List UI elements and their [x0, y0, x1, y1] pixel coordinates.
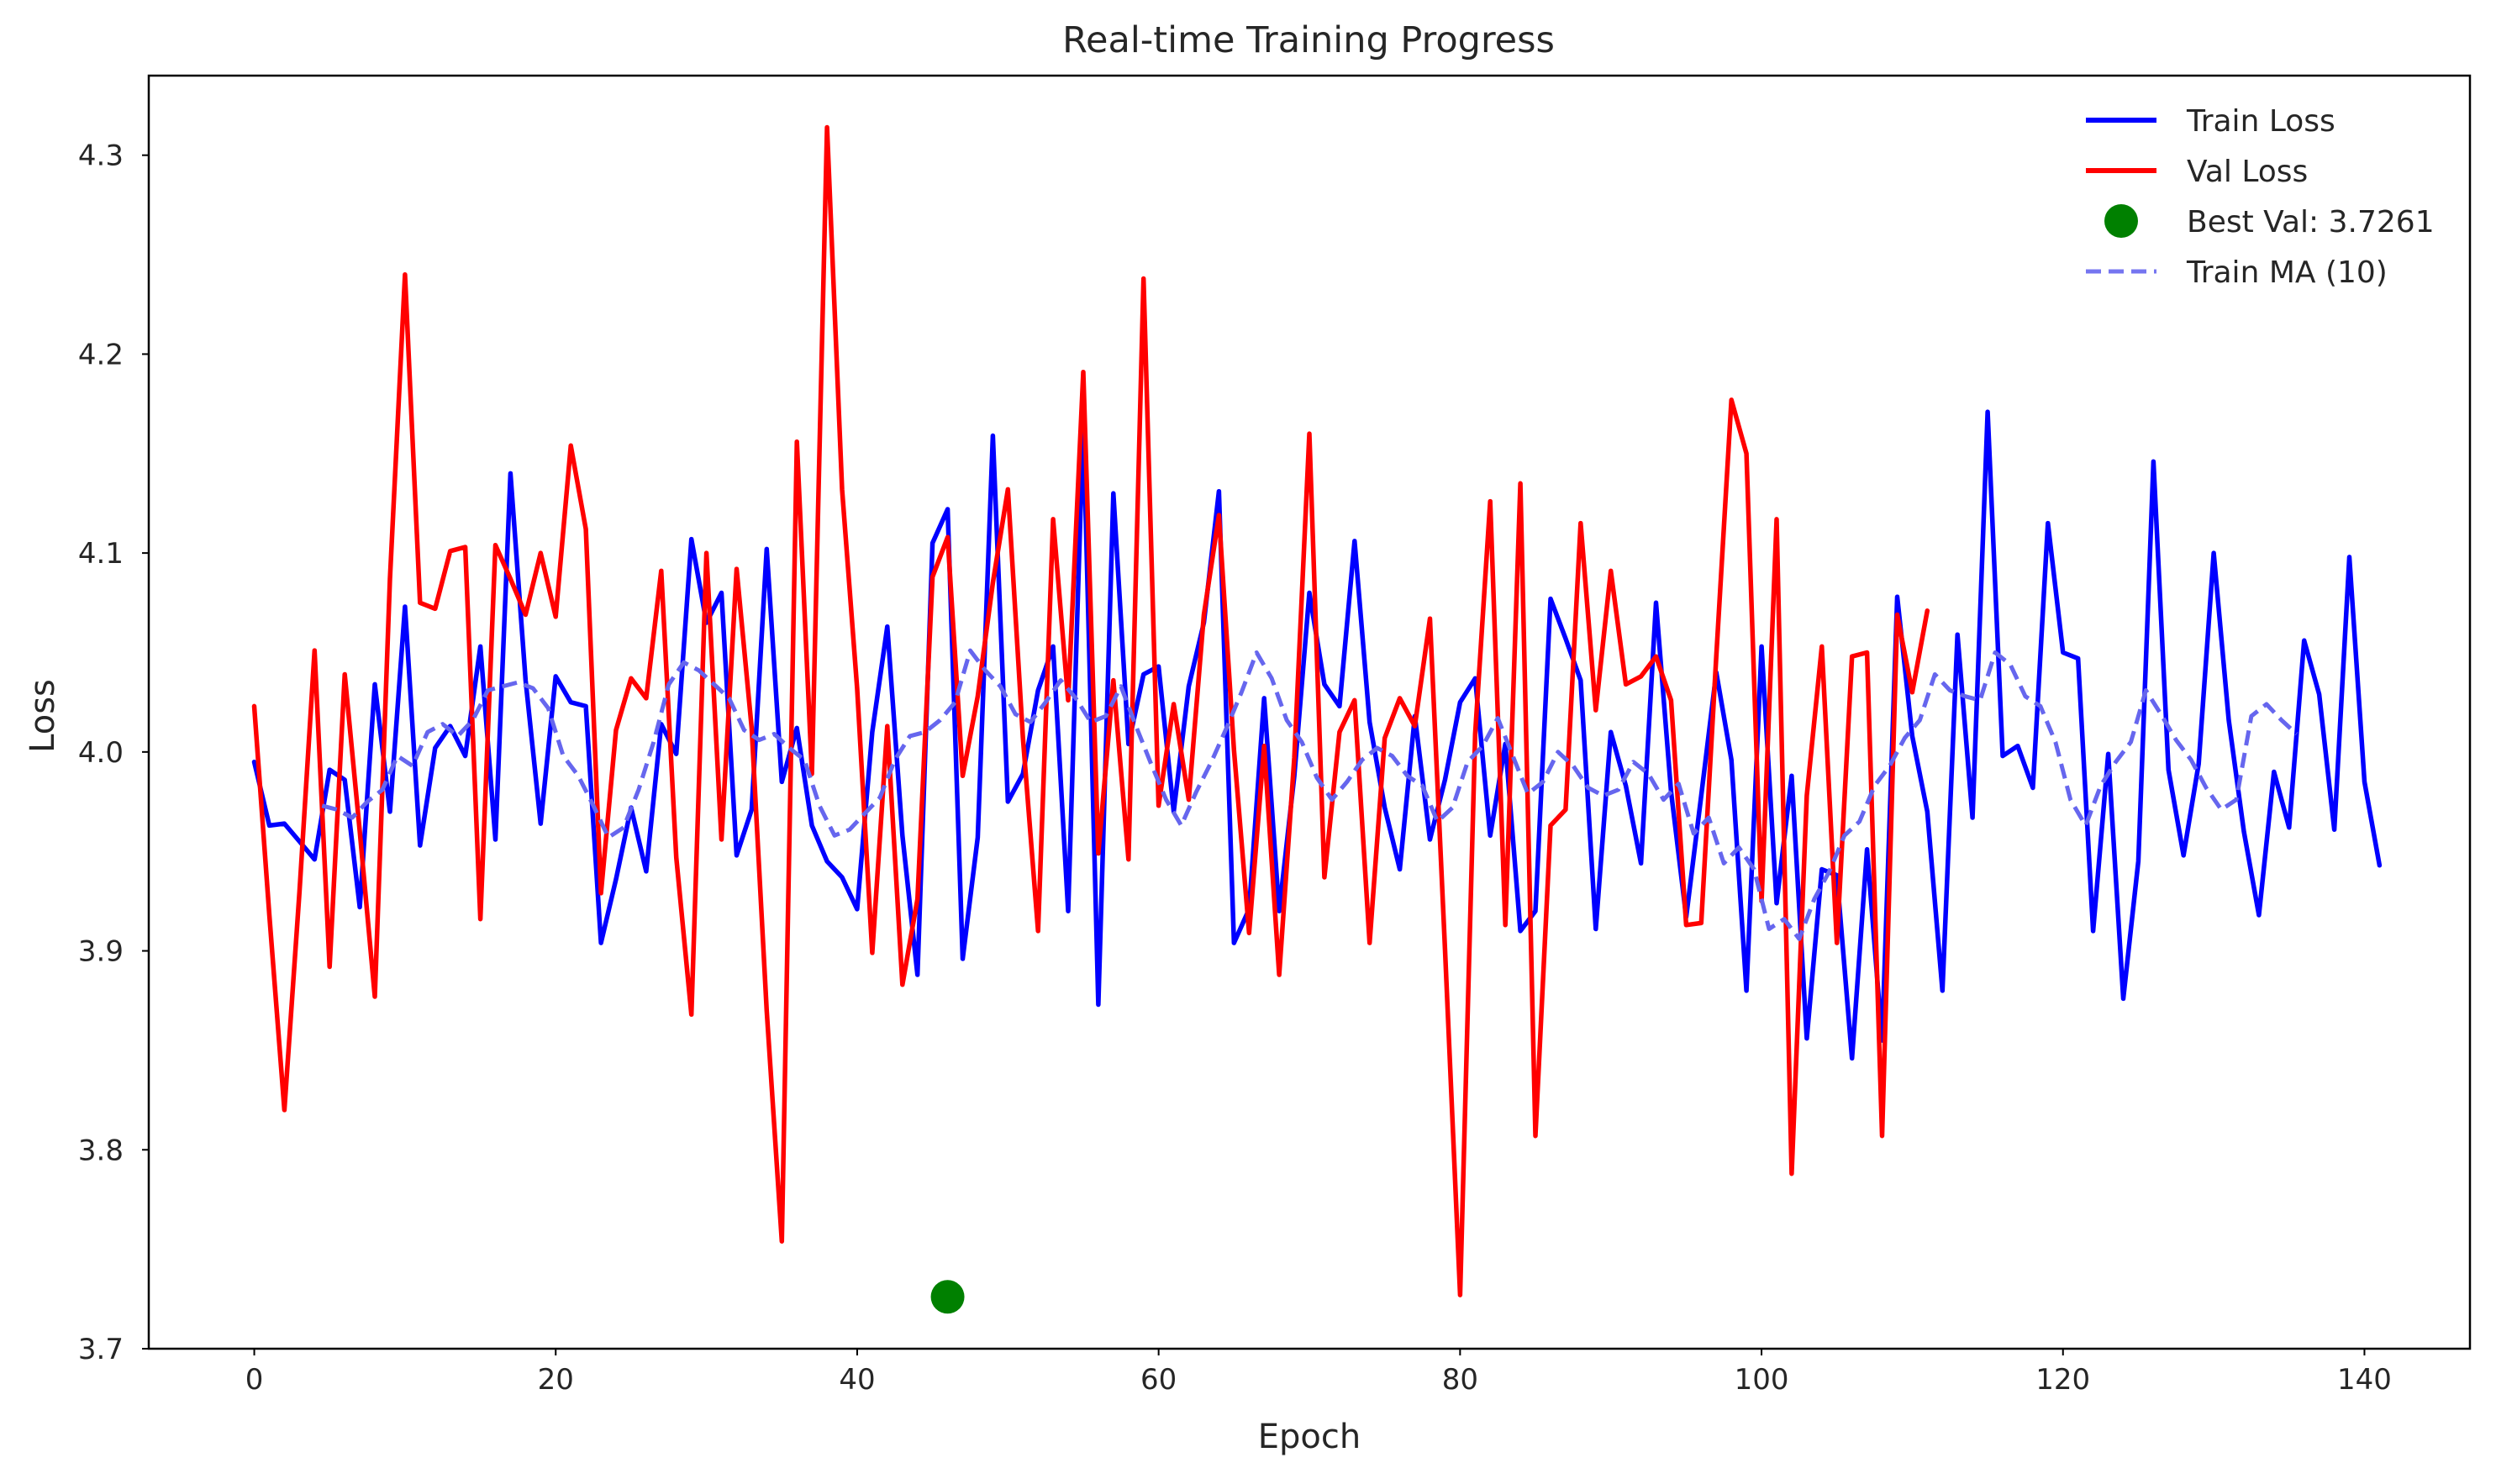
legend-label: Train MA (10): [2186, 255, 2388, 290]
y-tick-label: 4.2: [78, 338, 124, 371]
legend-label: Best Val: 3.7261: [2187, 205, 2435, 239]
legend-entry: Train MA (10): [2086, 255, 2388, 290]
x-tick-label: 60: [1140, 1363, 1177, 1397]
x-axis: 0 20 40 60 80 100 120 140: [245, 1349, 2392, 1397]
legend-swatch: [2104, 204, 2138, 238]
plot-area: [251, 124, 2383, 1297]
y-tick-label: 4.3: [78, 139, 124, 173]
x-tick-label: 100: [1735, 1363, 1789, 1397]
legend-entry: Train Loss: [2086, 104, 2335, 139]
x-axis-label: Epoch: [1258, 1418, 1361, 1456]
legend: Train Loss Val Loss Best Val: 3.7261 Train …: [2086, 104, 2435, 290]
legend-entry: Val Loss: [2086, 155, 2308, 189]
legend-label: Val Loss: [2187, 155, 2308, 189]
x-tick-label: 0: [245, 1363, 264, 1397]
y-tick-label: 3.8: [78, 1134, 124, 1167]
best-val-marker: [930, 1280, 965, 1314]
x-tick-label: 40: [839, 1363, 875, 1397]
chart-title: Real-time Training Progress: [1062, 19, 1555, 61]
x-tick-label: 120: [2035, 1363, 2090, 1397]
legend-label: Train Loss: [2186, 104, 2335, 139]
y-tick-label: 4.0: [78, 736, 124, 770]
x-tick-label: 20: [538, 1363, 574, 1397]
series-line-val-loss: [251, 124, 1930, 1297]
x-tick-label: 80: [1442, 1363, 1478, 1397]
y-axis: 3.7 3.8 3.9 4.0 4.1 4.2 4.3: [78, 139, 149, 1366]
series-line-train-ma-10: [321, 648, 2299, 941]
plot-frame: [147, 74, 2472, 1350]
y-tick-label: 4.1: [78, 537, 124, 571]
legend-entry: Best Val: 3.7261: [2104, 204, 2435, 239]
x-tick-label: 140: [2337, 1363, 2392, 1397]
y-tick-label: 3.9: [78, 935, 124, 969]
y-tick-label: 3.7: [78, 1333, 124, 1366]
y-axis-label: Loss: [24, 679, 62, 753]
